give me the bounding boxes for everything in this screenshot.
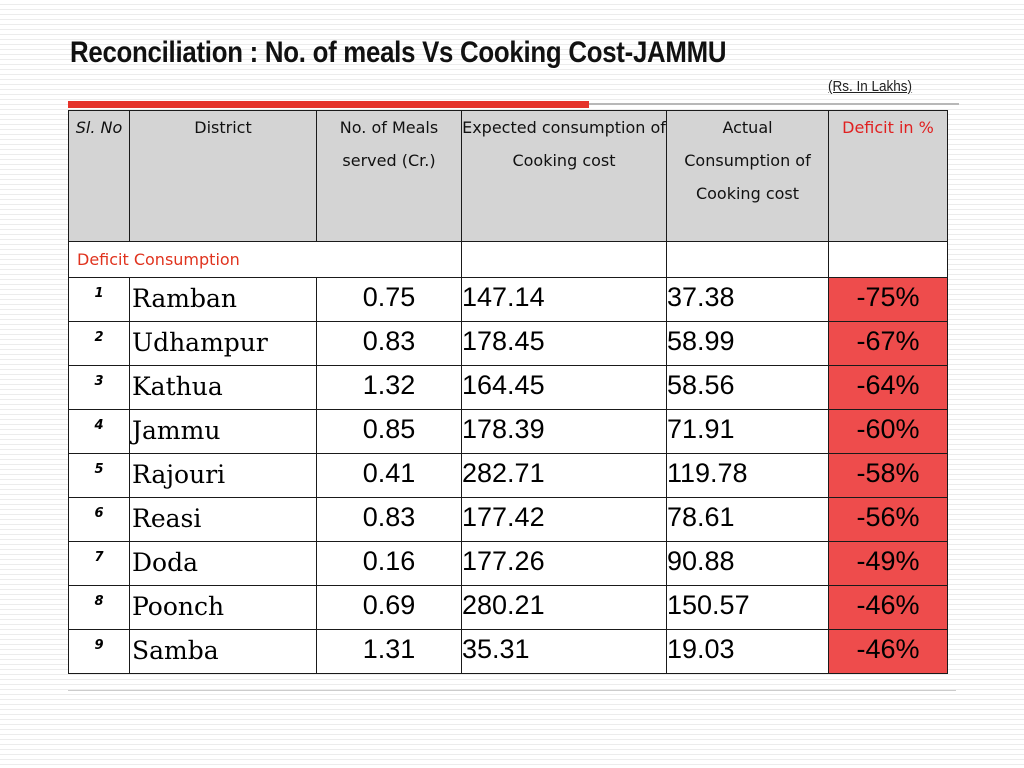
cell-deficit-percent: -60% [828, 409, 948, 454]
cell-meals-served: 0.83 [316, 497, 462, 542]
cell-actual-consumption: 19.03 [666, 629, 829, 674]
cell-sl-no: 5 [68, 453, 130, 498]
section-empty-cell [461, 241, 667, 278]
cell-meals-served: 0.69 [316, 585, 462, 630]
title-underline-red [68, 101, 589, 108]
header-row: Sl. No District No. of Meals served (Cr.… [68, 110, 948, 242]
cell-district: Reasi [129, 497, 317, 542]
cell-expected-consumption: 178.45 [461, 321, 667, 366]
cell-sl-no: 8 [68, 585, 130, 630]
cell-meals-served: 0.83 [316, 321, 462, 366]
header-expected-consumption: Expected consumption of Cooking cost [461, 110, 667, 242]
cell-meals-served: 0.16 [316, 541, 462, 586]
cell-sl-no: 2 [68, 321, 130, 366]
table-row: 7 Doda 0.16 177.26 90.88 -49% [68, 541, 948, 586]
section-row: Deficit Consumption [68, 241, 948, 278]
title-underline-grey [589, 103, 959, 105]
header-district: District [129, 110, 317, 242]
units-note: (Rs. In Lakhs) [828, 78, 913, 95]
cell-actual-consumption: 58.56 [666, 365, 829, 410]
cell-district: Udhampur [129, 321, 317, 366]
table-row: 8 Poonch 0.69 280.21 150.57 -46% [68, 585, 948, 630]
cell-sl-no: 9 [68, 629, 130, 674]
cell-expected-consumption: 282.71 [461, 453, 667, 498]
reconciliation-table: Sl. No District No. of Meals served (Cr.… [68, 110, 948, 674]
cell-district: Samba [129, 629, 317, 674]
cell-deficit-percent: -67% [828, 321, 948, 366]
cell-actual-consumption: 90.88 [666, 541, 829, 586]
cell-deficit-percent: -56% [828, 497, 948, 542]
cell-actual-consumption: 37.38 [666, 277, 829, 322]
cell-expected-consumption: 147.14 [461, 277, 667, 322]
cell-expected-consumption: 35.31 [461, 629, 667, 674]
section-label: Deficit Consumption [68, 241, 462, 278]
table-row: 6 Reasi 0.83 177.42 78.61 -56% [68, 497, 948, 542]
slide-title: Reconciliation : No. of meals Vs Cooking… [70, 36, 727, 69]
cell-district: Poonch [129, 585, 317, 630]
table-row: 2 Udhampur 0.83 178.45 58.99 -67% [68, 321, 948, 366]
bottom-rule [68, 690, 956, 691]
cell-district: Jammu [129, 409, 317, 454]
cell-district: Kathua [129, 365, 317, 410]
cell-deficit-percent: -49% [828, 541, 948, 586]
cell-actual-consumption: 71.91 [666, 409, 829, 454]
cell-sl-no: 7 [68, 541, 130, 586]
cell-meals-served: 1.31 [316, 629, 462, 674]
cell-expected-consumption: 177.26 [461, 541, 667, 586]
cell-sl-no: 1 [68, 277, 130, 322]
cell-deficit-percent: -46% [828, 585, 948, 630]
cell-actual-consumption: 119.78 [666, 453, 829, 498]
table-row: 1 Ramban 0.75 147.14 37.38 -75% [68, 277, 948, 322]
table-row: 3 Kathua 1.32 164.45 58.56 -64% [68, 365, 948, 410]
section-empty-cell [666, 241, 829, 278]
table-row: 5 Rajouri 0.41 282.71 119.78 -58% [68, 453, 948, 498]
table-body: 1 Ramban 0.75 147.14 37.38 -75% 2 Udhampur 0.83 1… [68, 277, 948, 674]
cell-expected-consumption: 177.42 [461, 497, 667, 542]
cell-district: Doda [129, 541, 317, 586]
cell-district: Rajouri [129, 453, 317, 498]
table-row: 9 Samba 1.31 35.31 19.03 -46% [68, 629, 948, 674]
cell-meals-served: 0.85 [316, 409, 462, 454]
cell-deficit-percent: -58% [828, 453, 948, 498]
cell-expected-consumption: 280.21 [461, 585, 667, 630]
cell-expected-consumption: 178.39 [461, 409, 667, 454]
cell-meals-served: 1.32 [316, 365, 462, 410]
cell-district: Ramban [129, 277, 317, 322]
section-empty-cell [828, 241, 948, 278]
cell-actual-consumption: 58.99 [666, 321, 829, 366]
header-actual-consumption: Actual Consumption of Cooking cost [666, 110, 829, 242]
header-deficit-percent: Deficit in % [828, 110, 948, 242]
cell-deficit-percent: -46% [828, 629, 948, 674]
table-row: 4 Jammu 0.85 178.39 71.91 -60% [68, 409, 948, 454]
header-sl-no: Sl. No [68, 110, 130, 242]
cell-deficit-percent: -64% [828, 365, 948, 410]
cell-sl-no: 6 [68, 497, 130, 542]
cell-expected-consumption: 164.45 [461, 365, 667, 410]
cell-sl-no: 4 [68, 409, 130, 454]
cell-actual-consumption: 150.57 [666, 585, 829, 630]
header-meals-served: No. of Meals served (Cr.) [316, 110, 462, 242]
cell-meals-served: 0.75 [316, 277, 462, 322]
cell-meals-served: 0.41 [316, 453, 462, 498]
cell-deficit-percent: -75% [828, 277, 948, 322]
cell-sl-no: 3 [68, 365, 130, 410]
cell-actual-consumption: 78.61 [666, 497, 829, 542]
